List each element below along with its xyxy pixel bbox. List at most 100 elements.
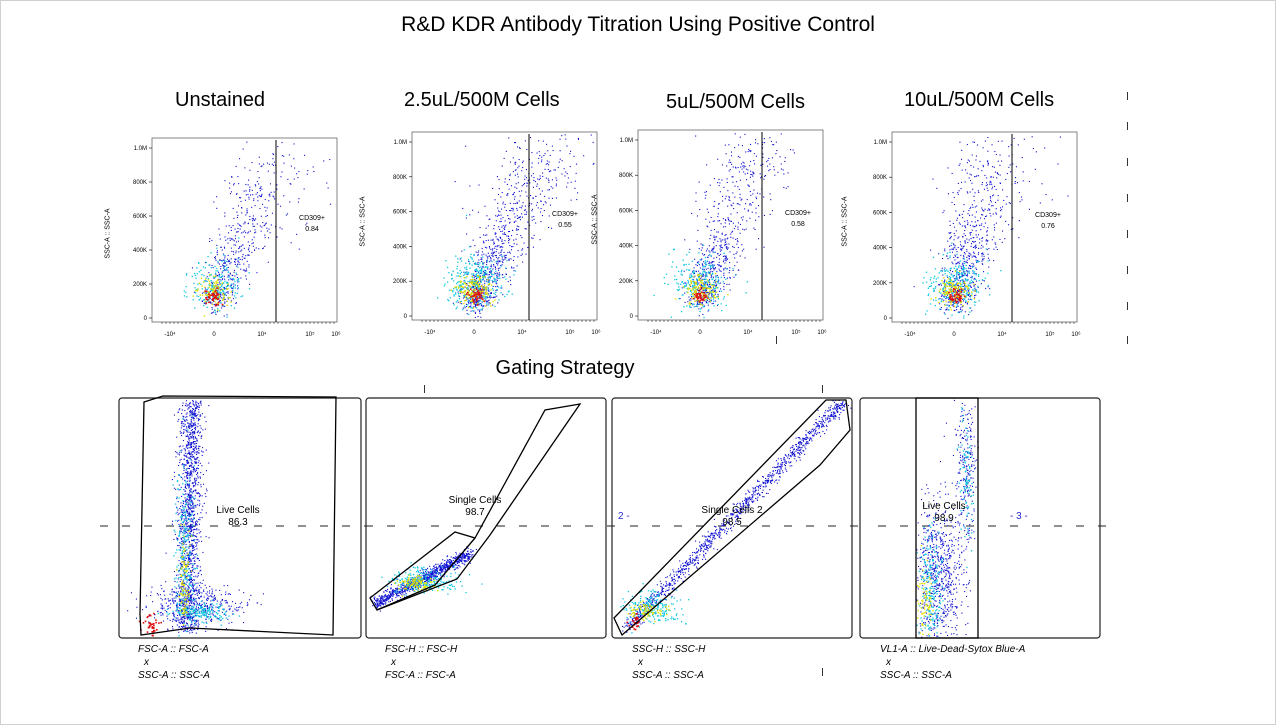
event-dot <box>501 240 503 242</box>
event-dot <box>975 294 977 296</box>
event-dot <box>954 286 956 289</box>
event-dot <box>569 153 571 155</box>
event-dot <box>689 274 691 276</box>
event-dot <box>473 254 475 256</box>
event-dot <box>732 237 734 239</box>
event-dot <box>984 174 986 176</box>
event-dot <box>682 259 684 261</box>
event-dot <box>481 288 483 291</box>
event-dot <box>694 295 696 298</box>
event-dot <box>949 220 951 222</box>
event-dot <box>690 273 692 275</box>
event-dot <box>219 238 221 240</box>
event-dot <box>968 285 970 287</box>
event-dot <box>698 181 700 183</box>
event-dot <box>191 275 193 278</box>
x-tick-label: 10⁴ <box>997 331 1007 338</box>
event-dot <box>490 259 492 261</box>
event-dot <box>948 294 950 296</box>
event-dot <box>983 271 985 273</box>
event-dot <box>1014 182 1016 184</box>
event-dot <box>211 303 213 305</box>
event-dot <box>515 142 517 144</box>
event-dot <box>957 256 959 258</box>
event-dot <box>712 298 715 300</box>
event-dot <box>211 284 214 286</box>
event-dot <box>474 303 476 305</box>
event-dot <box>457 293 460 295</box>
event-dot <box>721 232 723 234</box>
event-dot <box>947 240 949 242</box>
event-dot <box>959 302 962 304</box>
event-dot <box>736 181 738 183</box>
event-dot <box>506 260 508 262</box>
event-dot <box>247 184 249 186</box>
event-dot <box>737 247 739 249</box>
event-dot <box>975 155 977 157</box>
y-tick-label: 800K <box>619 173 633 179</box>
event-dot <box>702 265 704 267</box>
event-dot <box>236 277 238 279</box>
event-dot <box>467 280 469 283</box>
event-dot <box>496 260 498 262</box>
event-dot <box>960 301 963 303</box>
event-dot <box>695 270 697 272</box>
event-dot <box>486 247 488 249</box>
event-dot <box>944 250 946 252</box>
event-dot <box>214 294 217 297</box>
event-dot <box>498 226 500 228</box>
event-dot <box>969 267 971 269</box>
event-dot <box>227 282 229 284</box>
event-dot <box>197 290 199 292</box>
event-dot <box>992 205 994 207</box>
event-dot <box>201 300 203 302</box>
event-dot <box>999 216 1001 218</box>
event-dot <box>710 291 712 293</box>
event-dot <box>500 230 502 232</box>
event-dot <box>483 272 485 274</box>
event-dot <box>960 307 962 309</box>
event-dot <box>766 161 768 163</box>
event-dot <box>777 171 779 173</box>
event-dot <box>713 290 715 292</box>
event-dot <box>700 286 703 289</box>
event-dot <box>687 279 689 282</box>
event-dot <box>227 298 229 300</box>
event-dot <box>468 246 471 248</box>
edge-guide-mark <box>1127 92 1128 100</box>
event-dot <box>972 240 974 242</box>
event-dot <box>483 270 485 272</box>
event-dot <box>702 273 704 275</box>
event-dot <box>951 286 953 288</box>
event-dot <box>965 227 967 229</box>
event-dot <box>477 261 479 263</box>
event-dot <box>724 267 726 269</box>
event-dot <box>943 277 945 279</box>
event-dot <box>203 274 205 277</box>
event-dot <box>744 173 746 175</box>
event-dot <box>963 245 965 247</box>
event-dot <box>230 291 232 293</box>
event-dot <box>494 233 496 235</box>
event-dot <box>478 296 481 299</box>
event-dot <box>495 232 497 234</box>
event-dot <box>519 147 521 149</box>
event-dot <box>728 272 730 274</box>
event-dot <box>493 296 495 298</box>
event-dot <box>204 300 206 303</box>
event-dot <box>714 236 716 238</box>
event-dot <box>704 272 707 274</box>
event-dot <box>975 273 977 275</box>
event-dot <box>482 262 484 264</box>
event-dot <box>486 296 488 298</box>
event-dot <box>672 249 675 251</box>
event-dot <box>741 244 743 246</box>
event-dot <box>949 290 951 292</box>
event-dot <box>498 245 500 247</box>
event-dot <box>943 299 945 301</box>
event-dot <box>224 247 226 249</box>
event-dot <box>463 302 465 305</box>
event-dot <box>687 301 689 303</box>
event-dot <box>959 273 961 275</box>
event-dot <box>471 307 473 309</box>
